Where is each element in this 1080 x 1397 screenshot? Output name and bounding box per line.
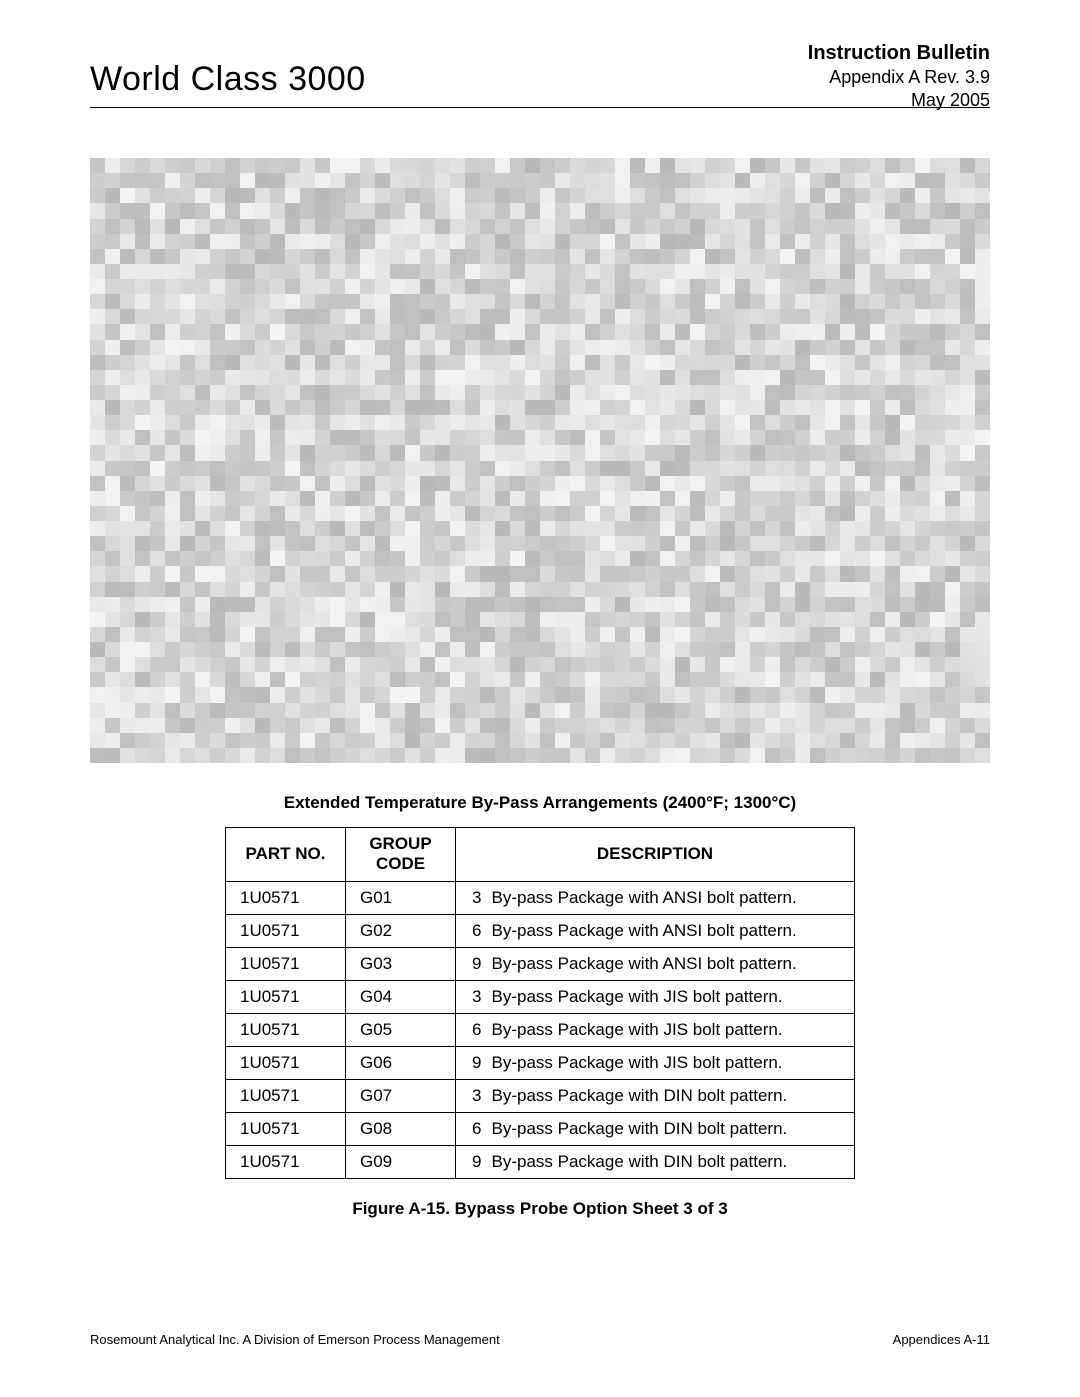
- cell-part: 1U0571: [226, 1112, 346, 1145]
- header-right-block: Instruction Bulletin Appendix A Rev. 3.9…: [808, 42, 990, 111]
- table-caption: Extended Temperature By-Pass Arrangement…: [90, 793, 990, 813]
- cell-desc: By-pass Package with ANSI bolt pattern.: [486, 881, 855, 914]
- document-date: May 2005: [808, 90, 990, 111]
- cell-code: G02: [346, 914, 456, 947]
- cell-part: 1U0571: [226, 914, 346, 947]
- cell-qty: 9: [456, 1145, 486, 1178]
- table-row: 1U0571G086By-pass Package with DIN bolt …: [226, 1112, 855, 1145]
- page-header: World Class 3000 Instruction Bulletin Ap…: [90, 60, 990, 108]
- parts-table: PART NO. GROUP CODE DESCRIPTION 1U0571G0…: [225, 827, 855, 1179]
- figure-caption: Figure A-15. Bypass Probe Option Sheet 3…: [90, 1199, 990, 1219]
- cell-part: 1U0571: [226, 980, 346, 1013]
- cell-desc: By-pass Package with JIS bolt pattern.: [486, 980, 855, 1013]
- cell-code: G01: [346, 881, 456, 914]
- cell-part: 1U0571: [226, 947, 346, 980]
- cell-part: 1U0571: [226, 881, 346, 914]
- col-header-desc: DESCRIPTION: [456, 828, 855, 882]
- table-row: 1U0571G043By-pass Package with JIS bolt …: [226, 980, 855, 1013]
- cell-code: G07: [346, 1079, 456, 1112]
- cell-part: 1U0571: [226, 1013, 346, 1046]
- table-row: 1U0571G073By-pass Package with DIN bolt …: [226, 1079, 855, 1112]
- table-row: 1U0571G099By-pass Package with DIN bolt …: [226, 1145, 855, 1178]
- table-row: 1U0571G026By-pass Package with ANSI bolt…: [226, 914, 855, 947]
- cell-code: G09: [346, 1145, 456, 1178]
- cell-part: 1U0571: [226, 1145, 346, 1178]
- cell-desc: By-pass Package with DIN bolt pattern.: [486, 1145, 855, 1178]
- cell-desc: By-pass Package with ANSI bolt pattern.: [486, 947, 855, 980]
- cell-part: 1U0571: [226, 1046, 346, 1079]
- cell-qty: 3: [456, 980, 486, 1013]
- table-row: 1U0571G056By-pass Package with JIS bolt …: [226, 1013, 855, 1046]
- figure-image-placeholder: [90, 158, 990, 763]
- cell-code: G03: [346, 947, 456, 980]
- col-header-code: GROUP CODE: [346, 828, 456, 882]
- appendix-revision: Appendix A Rev. 3.9: [808, 67, 990, 88]
- bulletin-title: Instruction Bulletin: [808, 42, 990, 65]
- cell-code: G04: [346, 980, 456, 1013]
- cell-qty: 9: [456, 947, 486, 980]
- cell-qty: 6: [456, 914, 486, 947]
- cell-qty: 3: [456, 881, 486, 914]
- cell-code: G05: [346, 1013, 456, 1046]
- col-header-part: PART NO.: [226, 828, 346, 882]
- table-row: 1U0571G069By-pass Package with JIS bolt …: [226, 1046, 855, 1079]
- cell-desc: By-pass Package with DIN bolt pattern.: [486, 1112, 855, 1145]
- footer-page-number: Appendices A-11: [893, 1332, 990, 1347]
- cell-qty: 6: [456, 1112, 486, 1145]
- table-header-row: PART NO. GROUP CODE DESCRIPTION: [226, 828, 855, 882]
- cell-part: 1U0571: [226, 1079, 346, 1112]
- page-footer: Rosemount Analytical Inc. A Division of …: [90, 1332, 990, 1347]
- cell-qty: 3: [456, 1079, 486, 1112]
- cell-code: G08: [346, 1112, 456, 1145]
- table-row: 1U0571G039By-pass Package with ANSI bolt…: [226, 947, 855, 980]
- cell-desc: By-pass Package with DIN bolt pattern.: [486, 1079, 855, 1112]
- table-row: 1U0571G013By-pass Package with ANSI bolt…: [226, 881, 855, 914]
- cell-qty: 6: [456, 1013, 486, 1046]
- cell-code: G06: [346, 1046, 456, 1079]
- cell-desc: By-pass Package with ANSI bolt pattern.: [486, 914, 855, 947]
- footer-company: Rosemount Analytical Inc. A Division of …: [90, 1332, 500, 1347]
- cell-desc: By-pass Package with JIS bolt pattern.: [486, 1013, 855, 1046]
- cell-qty: 9: [456, 1046, 486, 1079]
- cell-desc: By-pass Package with JIS bolt pattern.: [486, 1046, 855, 1079]
